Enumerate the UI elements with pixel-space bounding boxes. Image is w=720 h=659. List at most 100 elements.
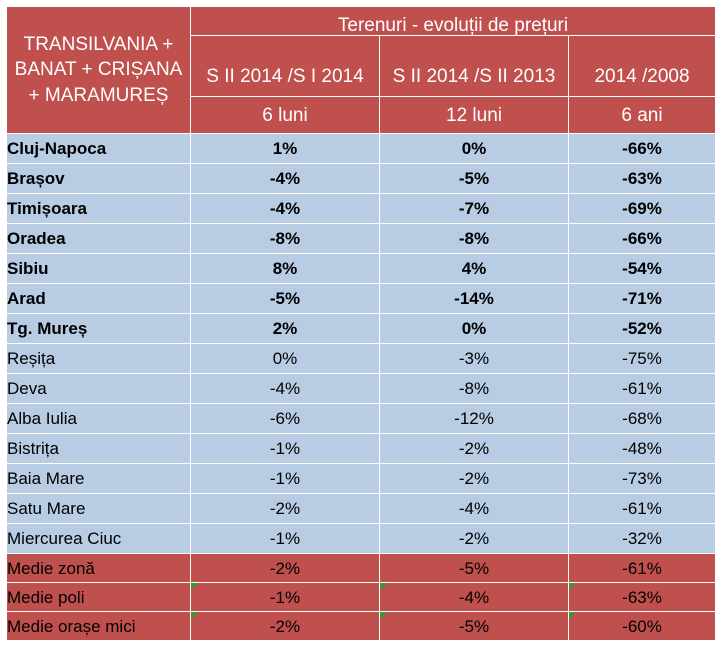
header-row-top: TRANSILVANIA + BANAT + CRIȘANA + MARAMUR… xyxy=(6,6,716,134)
city-name: Baia Mare xyxy=(6,463,191,494)
table-row: Oradea -8% -8% -66% xyxy=(6,223,716,254)
value-cell: -66% xyxy=(568,223,716,254)
value-cell: 4% xyxy=(379,253,569,284)
table-row: Brașov -4% -5% -63% xyxy=(6,163,716,194)
period-header-1: 6 luni xyxy=(190,96,380,134)
value-cell: -4% xyxy=(379,493,569,524)
value-cell: -48% xyxy=(568,433,716,464)
value-cell: 2% xyxy=(190,313,380,344)
summary-label: Medie poli xyxy=(6,582,191,612)
summary-value: -61% xyxy=(568,553,716,583)
value-cell: 1% xyxy=(190,133,380,164)
table-row: Satu Mare -2% -4% -61% xyxy=(6,493,716,524)
table-row: Tg. Mureș 2% 0% -52% xyxy=(6,313,716,344)
value-cell: -63% xyxy=(568,163,716,194)
city-name: Tg. Mureș xyxy=(6,313,191,344)
value-cell: -61% xyxy=(568,373,716,404)
value-cell: -4% xyxy=(190,163,380,194)
table-row: Deva -4% -8% -61% xyxy=(6,373,716,404)
value-cell: -2% xyxy=(379,523,569,554)
summary-row: Medie poli -1% -4% -63% xyxy=(6,582,716,612)
table-row: Cluj-Napoca 1% 0% -66% xyxy=(6,133,716,164)
city-name: Sibiu xyxy=(6,253,191,284)
city-name: Timișoara xyxy=(6,193,191,224)
summary-value: -1% xyxy=(190,582,380,612)
value-cell: -2% xyxy=(379,433,569,464)
table-summary: Medie zonă -2% -5% -61% Medie poli -1% -4% -63%… xyxy=(6,553,716,641)
error-indicator-icon xyxy=(569,583,576,590)
table-row: Bistrița -1% -2% -48% xyxy=(6,433,716,464)
table-body: Cluj-Napoca 1% 0% -66% Brașov -4% -5% -63% Timiș… xyxy=(6,133,716,554)
price-evolution-table: TRANSILVANIA + BANAT + CRIȘANA + MARAMUR… xyxy=(6,6,716,641)
city-name: Bistrița xyxy=(6,433,191,464)
value-cell: -68% xyxy=(568,403,716,434)
summary-value-text: -60% xyxy=(622,616,662,636)
header-row-columns: S II 2014 /S I 2014 S II 2014 /S II 2013… xyxy=(7,35,716,97)
value-cell: -1% xyxy=(190,433,380,464)
city-name: Deva xyxy=(6,373,191,404)
column-header-3: 2014 /2008 xyxy=(568,35,716,97)
city-name: Brașov xyxy=(6,163,191,194)
region-header: TRANSILVANIA + BANAT + CRIȘANA + MARAMUR… xyxy=(6,6,191,134)
value-cell: -32% xyxy=(568,523,716,554)
value-cell: -1% xyxy=(190,463,380,494)
table-row: Timișoara -4% -7% -69% xyxy=(6,193,716,224)
summary-value: -5% xyxy=(379,611,569,641)
city-name: Alba Iulia xyxy=(6,403,191,434)
summary-value: -60% xyxy=(568,611,716,641)
summary-value: -5% xyxy=(379,553,569,583)
table-row: Alba Iulia -6% -12% -68% xyxy=(6,403,716,434)
summary-value: -4% xyxy=(379,582,569,612)
value-cell: 0% xyxy=(190,343,380,374)
city-name: Cluj-Napoca xyxy=(6,133,191,164)
header-row-periods: 6 luni 12 luni 6 ani xyxy=(7,96,716,134)
value-cell: -8% xyxy=(379,223,569,254)
error-indicator-icon xyxy=(191,612,198,619)
period-header-2: 12 luni xyxy=(379,96,569,134)
summary-value: -2% xyxy=(190,611,380,641)
summary-value: -63% xyxy=(568,582,716,612)
value-cell: -54% xyxy=(568,253,716,284)
value-cell: -7% xyxy=(379,193,569,224)
period-header-3: 6 ani xyxy=(568,96,716,134)
summary-row: Medie orașe mici -2% -5% -60% xyxy=(6,611,716,641)
value-cell: -8% xyxy=(379,373,569,404)
value-cell: -1% xyxy=(190,523,380,554)
value-cell: -8% xyxy=(190,223,380,254)
city-name: Miercurea Ciuc xyxy=(6,523,191,554)
value-cell: 0% xyxy=(379,133,569,164)
summary-label: Medie zonă xyxy=(6,553,191,583)
value-cell: -52% xyxy=(568,313,716,344)
city-name: Oradea xyxy=(6,223,191,254)
table-row: Arad -5% -14% -71% xyxy=(6,283,716,314)
column-header-1: S II 2014 /S I 2014 xyxy=(190,35,380,97)
summary-value-text: -4% xyxy=(458,587,490,607)
value-cell: -61% xyxy=(568,493,716,524)
table-row: Miercurea Ciuc -1% -2% -32% xyxy=(6,523,716,554)
table-row: Reșița 0% -3% -75% xyxy=(6,343,716,374)
error-indicator-icon xyxy=(380,583,387,590)
value-cell: -4% xyxy=(190,373,380,404)
value-cell: -4% xyxy=(190,193,380,224)
summary-value: -2% xyxy=(190,553,380,583)
table-row: Sibiu 8% 4% -54% xyxy=(6,253,716,284)
error-indicator-icon xyxy=(569,612,576,619)
error-indicator-icon xyxy=(380,612,387,619)
value-cell: -73% xyxy=(568,463,716,494)
value-cell: -2% xyxy=(379,463,569,494)
value-cell: -69% xyxy=(568,193,716,224)
value-cell: -71% xyxy=(568,283,716,314)
table-row: Baia Mare -1% -2% -73% xyxy=(6,463,716,494)
summary-value-text: -1% xyxy=(269,587,301,607)
group-title: Terenuri - evoluții de prețuri xyxy=(190,6,716,36)
city-name: Reșița xyxy=(6,343,191,374)
value-cell: -3% xyxy=(379,343,569,374)
value-cell: -6% xyxy=(190,403,380,434)
value-cell: -12% xyxy=(379,403,569,434)
summary-value-text: -5% xyxy=(458,616,490,636)
column-header-2: S II 2014 /S II 2013 xyxy=(379,35,569,97)
value-cell: -5% xyxy=(190,283,380,314)
value-cell: -2% xyxy=(190,493,380,524)
value-cell: -5% xyxy=(379,163,569,194)
summary-row: Medie zonă -2% -5% -61% xyxy=(6,553,716,583)
